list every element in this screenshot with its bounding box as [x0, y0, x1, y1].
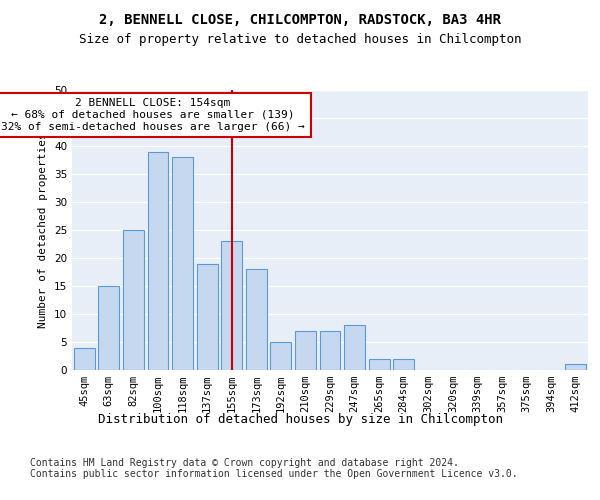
Bar	[98, 286, 119, 370]
Text: 2, BENNELL CLOSE, CHILCOMPTON, RADSTOCK, BA3 4HR: 2, BENNELL CLOSE, CHILCOMPTON, RADSTOCK,…	[99, 12, 501, 26]
Text: Contains HM Land Registry data © Crown copyright and database right 2024.
Contai: Contains HM Land Registry data © Crown c…	[30, 458, 518, 479]
Bar	[565, 364, 586, 370]
Bar	[344, 325, 365, 370]
Bar	[320, 331, 340, 370]
Text: Distribution of detached houses by size in Chilcompton: Distribution of detached houses by size …	[97, 412, 503, 426]
Bar	[221, 241, 242, 370]
Bar	[74, 348, 95, 370]
Bar	[123, 230, 144, 370]
Bar	[295, 331, 316, 370]
Bar	[172, 157, 193, 370]
Bar	[271, 342, 292, 370]
Bar	[393, 359, 414, 370]
Bar	[368, 359, 389, 370]
Y-axis label: Number of detached properties: Number of detached properties	[38, 132, 49, 328]
Text: Size of property relative to detached houses in Chilcompton: Size of property relative to detached ho…	[79, 32, 521, 46]
Bar	[197, 264, 218, 370]
Text: 2 BENNELL CLOSE: 154sqm
← 68% of detached houses are smaller (139)
32% of semi-d: 2 BENNELL CLOSE: 154sqm ← 68% of detache…	[1, 98, 305, 132]
Bar	[148, 152, 169, 370]
Bar	[246, 269, 267, 370]
